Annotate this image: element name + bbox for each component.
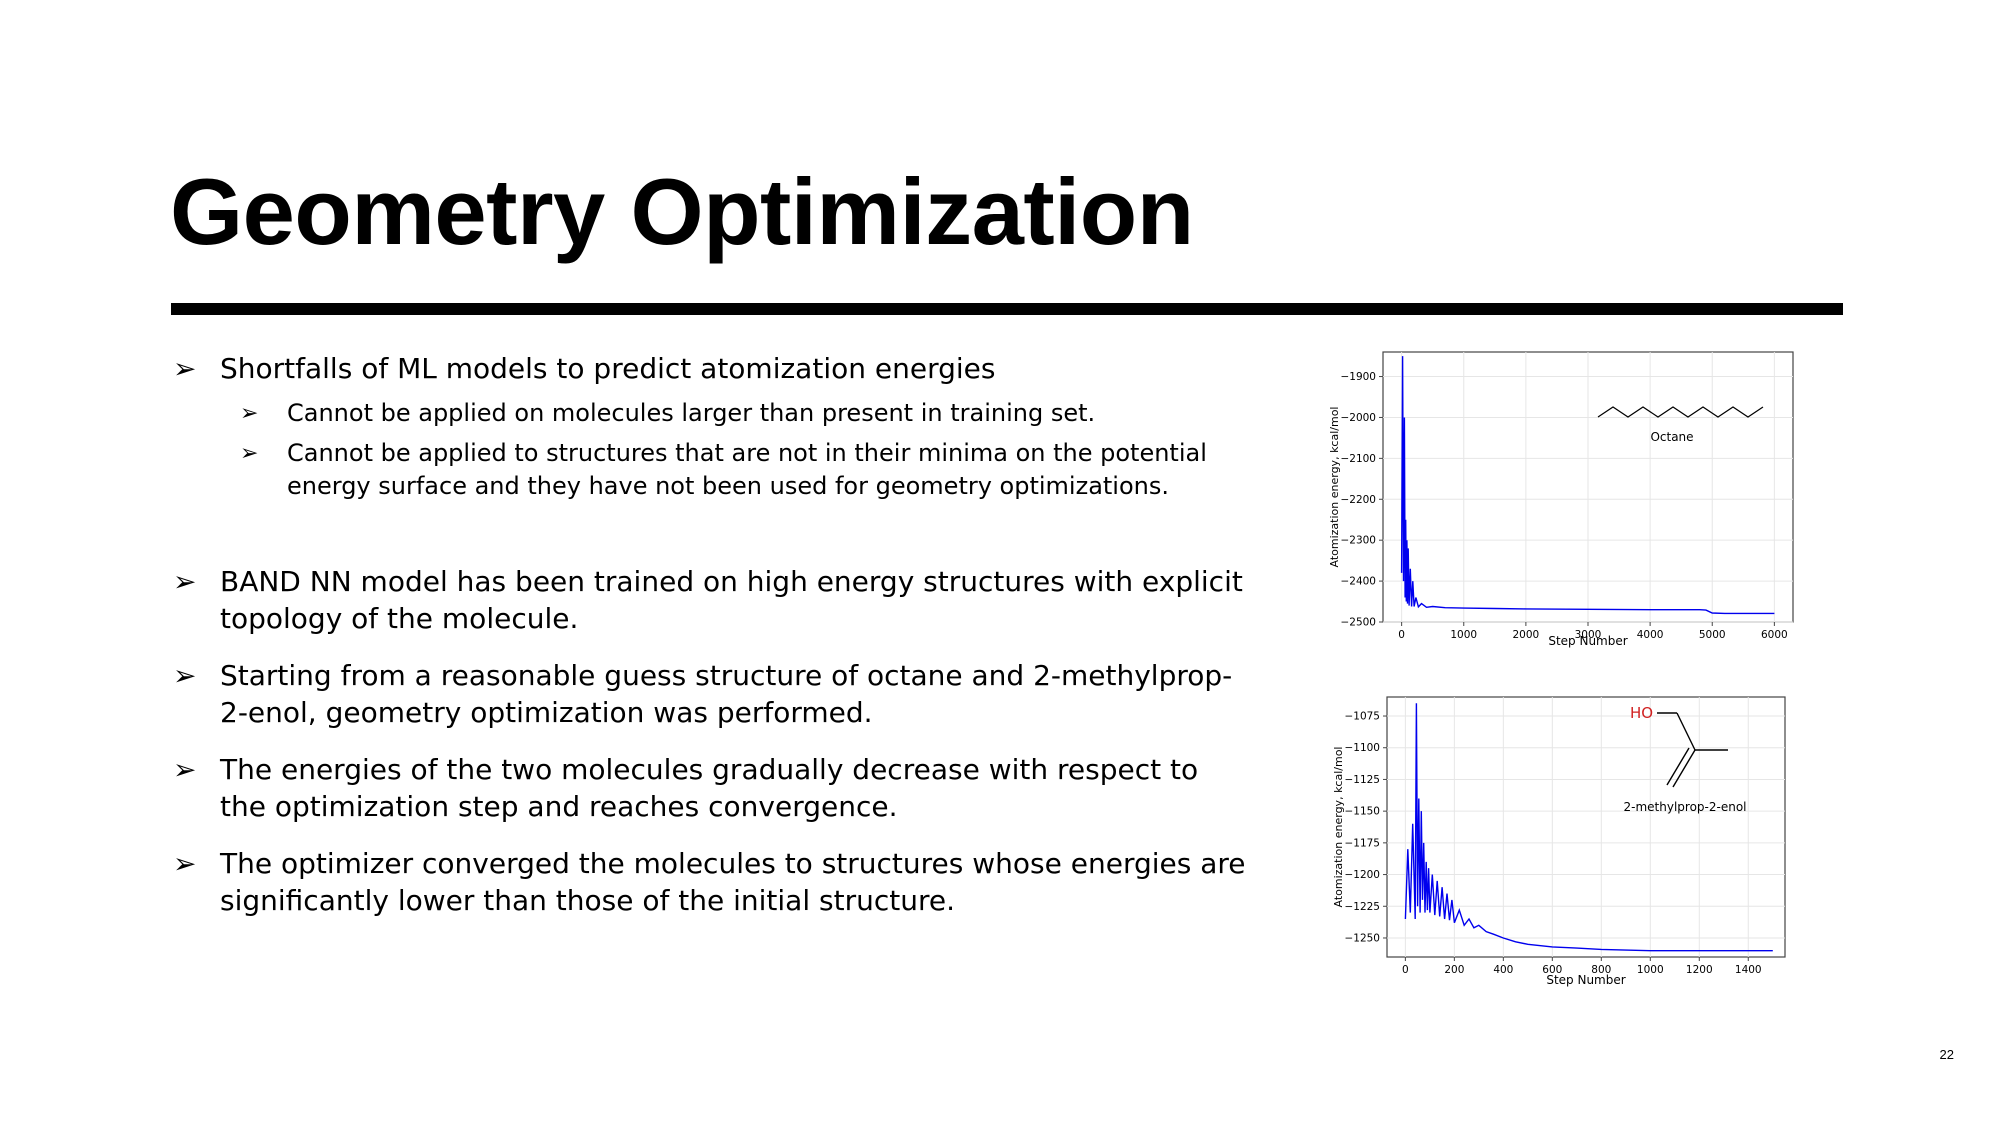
x-tick-label: 1200: [1686, 964, 1713, 976]
x-tick-label: 800: [1591, 964, 1611, 976]
x-tick-label: 1000: [1637, 964, 1664, 976]
x-tick-label: 3000: [1575, 629, 1602, 641]
energy-series-line: [1400, 356, 1775, 615]
energy-series-line: [1404, 703, 1773, 952]
y-tick-label: −1225: [1344, 901, 1380, 913]
bullet-item: ➢ Shortfalls of ML models to predict ato…: [170, 350, 1250, 387]
plot-frame: [1386, 696, 1786, 958]
y-tick-label: −1250: [1344, 932, 1380, 944]
bullet-text: The energies of the two molecules gradua…: [220, 753, 1199, 823]
bullet-text: Starting from a reasonable guess structu…: [220, 659, 1233, 729]
x-tick-label: 1400: [1735, 964, 1762, 976]
bullet-text: Cannot be applied to structures that are…: [287, 439, 1207, 500]
arrow-bullet-icon: ➢: [173, 352, 197, 385]
x-tick-label: 1000: [1450, 629, 1477, 641]
x-ticks: 0 200 400 600 800 1000 1200 1400: [1402, 957, 1762, 976]
hydroxyl-label: HO: [1630, 704, 1653, 722]
y-axis-label: Atomization energy, kcal/mol: [1328, 407, 1341, 568]
x-tick-label: 6000: [1761, 629, 1788, 641]
bullet-text: Shortfalls of ML models to predict atomi…: [220, 352, 996, 385]
y-tick-label: −2200: [1340, 494, 1376, 506]
y-tick-label: −2000: [1340, 412, 1376, 424]
arrow-bullet-icon: ➢: [173, 847, 197, 880]
x-tick-label: 5000: [1699, 629, 1726, 641]
y-tick-label: −1900: [1340, 371, 1376, 383]
y-tick-label: −1150: [1344, 806, 1380, 818]
arrow-bullet-icon: ➢: [173, 753, 197, 786]
x-tick-label: 0: [1398, 629, 1405, 641]
bullet-item: ➢ The energies of the two molecules grad…: [170, 751, 1250, 825]
methylpropenol-energy-chart: 0 200 400 600 800 1000 1200 1400 −1075 −1100 −112…: [1332, 696, 1786, 987]
arrow-bullet-icon: ➢: [173, 659, 197, 692]
title-divider: [171, 303, 1843, 315]
arrow-bullet-icon: ➢: [173, 565, 197, 598]
slide-title: Geometry Optimization: [170, 159, 1194, 264]
y-tick-label: −1125: [1344, 774, 1380, 786]
slide-number: 22: [1939, 1047, 1954, 1062]
x-tick-label: 200: [1444, 964, 1464, 976]
y-tick-label: −2100: [1340, 453, 1376, 465]
grid: [1383, 352, 1793, 623]
bullet-item: ➢ The optimizer converged the molecules …: [170, 845, 1250, 919]
bullet-item: ➢ BAND NN model has been trained on high…: [170, 563, 1250, 637]
y-tick-label: −2300: [1340, 535, 1376, 547]
arrow-bullet-icon: ➢: [240, 441, 259, 466]
y-tick-label: −2500: [1340, 617, 1376, 629]
x-axis-label: Step Number: [1546, 973, 1625, 987]
molecule-annotation: 2-methylprop-2-enol: [1624, 800, 1747, 814]
y-tick-label: −1100: [1344, 742, 1380, 754]
bullet-text: Cannot be applied on molecules larger th…: [287, 399, 1096, 427]
arrow-bullet-icon: ➢: [240, 401, 259, 426]
y-axis-label: Atomization energy, kcal/mol: [1332, 747, 1345, 908]
x-tick-label: 0: [1402, 964, 1409, 976]
x-tick-label: 400: [1493, 964, 1513, 976]
bullet-list: ➢ Shortfalls of ML models to predict ato…: [170, 350, 1250, 919]
molecule-annotation: Octane: [1650, 430, 1693, 444]
grid: [1387, 697, 1785, 957]
sub-bullet-item: ➢ Cannot be applied to structures that a…: [237, 437, 1250, 503]
sub-bullet-item: ➢ Cannot be applied on molecules larger …: [237, 397, 1250, 430]
bullet-text: BAND NN model has been trained on high e…: [220, 565, 1243, 635]
y-tick-label: −1175: [1344, 837, 1380, 849]
y-ticks: −1900 −2000 −2100 −2200 −2300 −2400 −2500: [1340, 371, 1383, 629]
bullet-text: The optimizer converged the molecules to…: [220, 847, 1246, 917]
y-tick-label: −2400: [1340, 576, 1376, 588]
methylpropenol-structure-icon: [1657, 712, 1728, 788]
x-tick-label: 4000: [1637, 629, 1664, 641]
bullet-item: ➢ Starting from a reasonable guess struc…: [170, 657, 1250, 731]
octane-energy-chart: 0 1000 2000 3000 4000 5000 6000 −1900 −2000 −210…: [1328, 351, 1794, 648]
octane-structure-icon: [1597, 406, 1764, 418]
y-tick-label: −1075: [1344, 711, 1380, 723]
y-tick-label: −1200: [1344, 869, 1380, 881]
x-ticks: 0 1000 2000 3000 4000 5000 6000: [1398, 622, 1788, 641]
x-axis-label: Step Number: [1548, 634, 1627, 648]
x-tick-label: 600: [1542, 964, 1562, 976]
y-ticks: −1075 −1100 −1125 −1150 −1175 −1200 −1225 −1250: [1344, 711, 1387, 944]
x-tick-label: 2000: [1513, 629, 1540, 641]
